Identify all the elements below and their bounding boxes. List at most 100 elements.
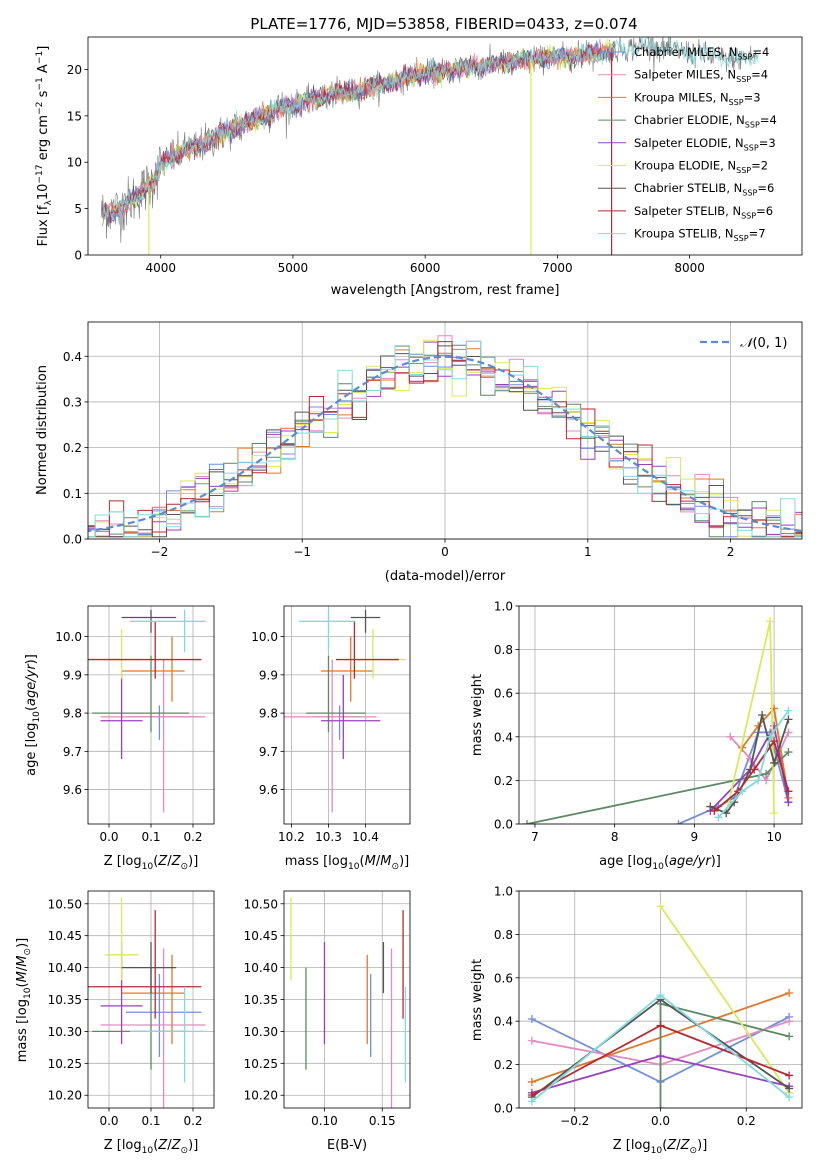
- spectrum-y-label: Flux [fλ10−17 erg cm−2 s−1 A−1]: [35, 46, 54, 247]
- weight-marker: [785, 1093, 794, 1102]
- y-tick-label: 0.2: [494, 774, 513, 788]
- y-tick-label: 10.30: [48, 1025, 82, 1039]
- label-part: SSP: [734, 234, 749, 243]
- x-tick-label: 2: [727, 545, 735, 559]
- weight-marker: [750, 765, 759, 774]
- label-part: Z: [157, 1138, 168, 1153]
- weight-marker: [656, 991, 665, 1000]
- label-part: ⊙: [181, 862, 189, 872]
- y-tick-label: 10.40: [244, 961, 278, 975]
- label-part: =4: [752, 45, 769, 59]
- y-tick-label: 9.8: [259, 707, 278, 721]
- weight-age-y-label: mass weight: [470, 674, 485, 756]
- label-part: −1: [35, 51, 45, 64]
- label-part: −1: [35, 77, 45, 90]
- x-tick-label: 0.2: [183, 1114, 202, 1128]
- plot-area: [88, 609, 206, 813]
- residual-histogram-chabrier-stelib: [88, 345, 802, 538]
- x-tick-label: 0.0: [99, 1114, 118, 1128]
- model-spectrum-salpeter-miles: [102, 38, 615, 220]
- mass-vs-ebv-axes: 0.10 0.15 10.20 10.25 10.30 10.35 10.40 10.45 10…: [244, 890, 411, 1153]
- label-part: Salpeter ELODIE, N: [634, 136, 744, 150]
- label-part: ⊙: [23, 948, 33, 956]
- label-part: =3: [744, 90, 761, 104]
- weight-marker: [527, 1077, 536, 1086]
- y-tick-label: 9.6: [63, 783, 82, 797]
- model-spectrum-salpeter-elodie: [102, 43, 615, 224]
- x-tick-label: 4000: [145, 261, 176, 275]
- label-part: Z: [680, 1138, 691, 1153]
- y-tick-label: 10.0: [251, 630, 278, 644]
- label-part: =3: [759, 136, 776, 150]
- label-part: (: [360, 854, 365, 869]
- label-part: )]: [15, 938, 30, 948]
- spectrum-legend: Chabrier MILES, N SSP =4 Salpeter MILES, NS…: [598, 45, 777, 243]
- weight-line-chabrier-elodie: [526, 751, 790, 824]
- y-tick-label: 10.0: [55, 630, 82, 644]
- weight-marker: [527, 1036, 536, 1045]
- y-tick-label: 5: [74, 202, 82, 216]
- y-tick-label: 10.20: [48, 1089, 82, 1103]
- label-part: /: [15, 966, 30, 971]
- axes-frame: 0.0 0.1 0.2 10.20 10.25 10.30 10.35 10.40 10.45 1…: [15, 890, 215, 1156]
- label-part: )]: [188, 1138, 198, 1153]
- label-part: Chabrier MILES, N: [634, 45, 737, 59]
- weight-marker: [784, 798, 793, 807]
- weight-marker: [674, 820, 683, 824]
- label-part: )]: [188, 854, 198, 869]
- age-mass-x-label: mass [log10(M/M⊙)]: [285, 854, 409, 872]
- model-spectrum-salpeter-stelib: [102, 43, 615, 223]
- y-tick-label: 9.9: [63, 668, 82, 682]
- weight-age-x-label: age [log10(age/yr)]: [599, 854, 721, 872]
- x-tick-label: 0.2: [737, 1114, 756, 1128]
- label-part: Z [log: [613, 1138, 651, 1153]
- y-tick-label: 0.6: [494, 687, 513, 701]
- model-spectrum-chabrier-elodie: [102, 39, 615, 227]
- label-part: =2: [751, 159, 768, 173]
- weight-marker: [726, 732, 735, 741]
- label-part: A: [36, 64, 51, 77]
- label-part: M: [365, 854, 376, 869]
- label-part: (: [664, 854, 669, 869]
- label-part: Z: [171, 1138, 182, 1153]
- label-part: )]: [711, 854, 721, 869]
- label-part: 10: [348, 862, 360, 872]
- weight-marker: [656, 902, 665, 911]
- spectrum-x-label: wavelength [Angstrom, rest frame]: [331, 283, 560, 298]
- x-tick-label: 0.15: [369, 1114, 396, 1128]
- label-part: Chabrier STELIB, N: [634, 181, 742, 195]
- model-spectrum-kroupa-elodie: [102, 38, 615, 219]
- y-tick-label: 10.40: [48, 961, 82, 975]
- y-tick-label: 0.3: [63, 395, 82, 409]
- label-part: 10: [142, 1146, 154, 1156]
- x-tick-label: 7: [531, 830, 539, 844]
- legend-entry: Salpeter ELODIE, NSSP=3: [634, 136, 776, 152]
- x-tick-label: 0.2: [183, 830, 202, 844]
- legend-entry: Chabrier STELIB, NSSP=6: [634, 181, 774, 197]
- plot-area: [527, 902, 794, 1108]
- y-tick-label: 0.4: [63, 350, 82, 364]
- label-part: ⊙: [690, 1146, 698, 1156]
- age-z-x-label: Z [log10(Z/Z⊙)]: [104, 854, 199, 872]
- label-part: (: [15, 982, 30, 987]
- weight-marker: [766, 732, 775, 741]
- weight-marker: [766, 617, 775, 626]
- legend-entry: Kroupa STELIB, NSSP=7: [634, 227, 766, 243]
- weight-marker: [785, 988, 794, 997]
- label-part: SSP: [741, 211, 756, 220]
- weight-marker: [785, 1084, 794, 1093]
- axes-frame: 10.2 10.3 10.4 9.6 9.7 9.8 9.9 10.0 mass [log10(…: [251, 605, 411, 872]
- y-tick-label: 10.35: [244, 993, 278, 1007]
- y-tick-label: 9.9: [259, 668, 278, 682]
- y-tick-label: 10.45: [244, 929, 278, 943]
- label-part: age/yr: [669, 854, 712, 869]
- weight-marker: [762, 769, 771, 778]
- y-tick-label: 0.0: [494, 1102, 513, 1116]
- y-tick-label: 0.8: [494, 643, 513, 657]
- legend-entry: Salpeter MILES, NSSP=4: [634, 68, 768, 84]
- x-tick-label: 1: [584, 545, 592, 559]
- weight-marker: [656, 1104, 665, 1108]
- label-part: SSP: [745, 121, 760, 130]
- label-part: 10: [651, 1146, 663, 1156]
